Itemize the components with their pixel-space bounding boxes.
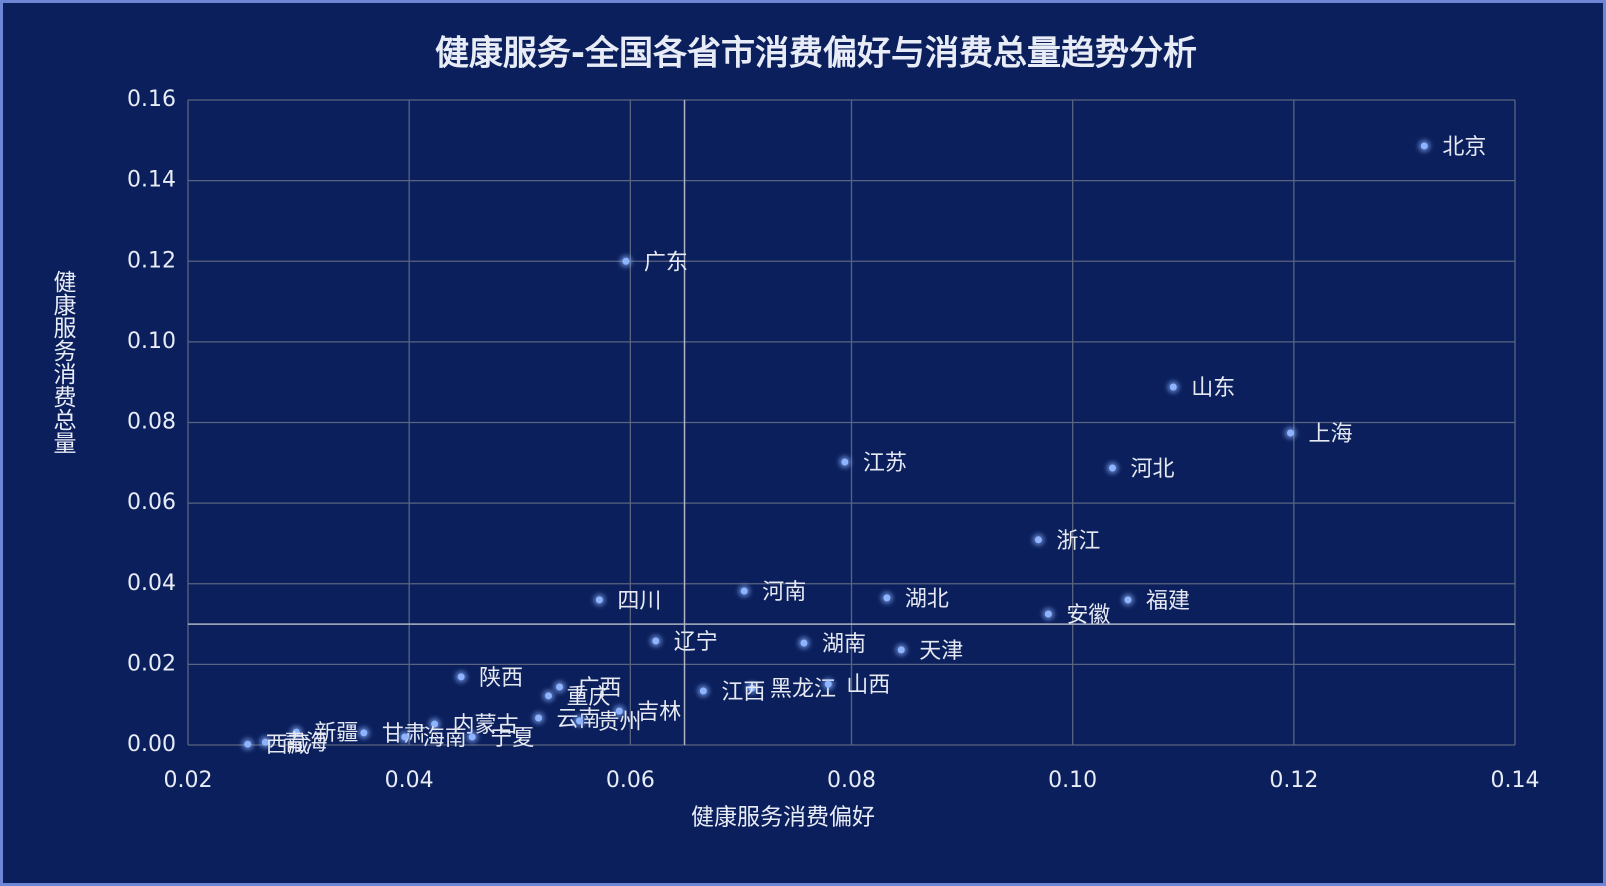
x-tick-label: 0.02 [164,768,213,793]
point-label: 上海 [1309,422,1353,447]
y-tick-label: 0.00 [127,732,176,757]
point [622,257,630,265]
y-tick-label: 0.06 [127,490,176,515]
x-tick-label: 0.04 [385,768,434,793]
point [1108,464,1116,472]
point [824,680,832,688]
point [1420,142,1428,150]
point-label: 吉林 [637,700,681,725]
point-label: 湖南 [822,632,866,657]
point [1287,429,1295,437]
x-tick-label: 0.06 [606,768,655,793]
point-label: 山东 [1191,376,1235,401]
point-label: 西藏 [266,733,310,758]
point-label: 海南 [423,726,467,751]
y-axis-title: 健康服务消费总量 [49,270,77,454]
y-tick-label: 0.08 [127,410,176,435]
point-label: 江西 [721,680,765,705]
point-label: 辽宁 [674,630,718,655]
point [556,683,564,691]
y-tick-label: 0.16 [127,87,176,112]
y-tick-label: 0.14 [127,168,176,193]
x-axis-title: 健康服务消费偏好 [691,805,875,831]
x-tick-label: 0.08 [827,768,876,793]
point-label: 新疆 [314,721,358,746]
point [740,587,748,595]
y-tick-label: 0.02 [127,651,176,676]
point-label: 重庆 [567,685,611,710]
point-label: 河南 [762,580,806,605]
x-tick-label: 0.12 [1269,768,1318,793]
point-label: 福建 [1146,589,1190,614]
point-label: 四川 [617,589,661,614]
point-label: 山西 [846,673,890,698]
point [1124,596,1132,604]
x-tick-label: 0.14 [1491,768,1540,793]
point [401,733,409,741]
point-label: 广东 [644,250,688,275]
x-tick-label: 0.10 [1048,768,1097,793]
point [841,458,849,466]
point [595,596,603,604]
point [883,594,891,602]
point [535,714,543,722]
point [800,639,808,647]
point [545,692,553,700]
point [431,720,439,728]
point-label: 北京 [1442,135,1486,160]
point [468,733,476,741]
point [615,707,623,715]
point [1044,610,1052,618]
y-tick-label: 0.10 [127,329,176,354]
point-label: 河北 [1130,457,1174,482]
y-tick-label: 0.04 [127,571,176,596]
point-label: 青海 [283,731,327,756]
point-label: 湖北 [905,587,949,612]
point-label: 内蒙古 [453,713,519,738]
point-label: 浙江 [1056,529,1100,554]
point [897,646,905,654]
point [292,728,300,736]
point [748,684,756,692]
point-label: 广西 [578,676,622,701]
point [244,740,252,748]
point [699,687,707,695]
point [360,729,368,737]
point [575,717,583,725]
point [457,673,465,681]
y-tick-label: 0.12 [127,248,176,273]
point-label: 贵州 [597,710,641,735]
point [652,637,660,645]
point-label: 宁夏 [490,726,534,751]
point-label: 安徽 [1066,603,1110,628]
point [1169,383,1177,391]
point [1034,536,1042,544]
point-label: 天津 [919,639,963,664]
point-label: 江苏 [863,451,907,476]
point-label: 陕西 [479,666,523,691]
chart-title: 健康服务-全国各省市消费偏好与消费总量趋势分析 [435,34,1197,74]
point [261,738,269,746]
